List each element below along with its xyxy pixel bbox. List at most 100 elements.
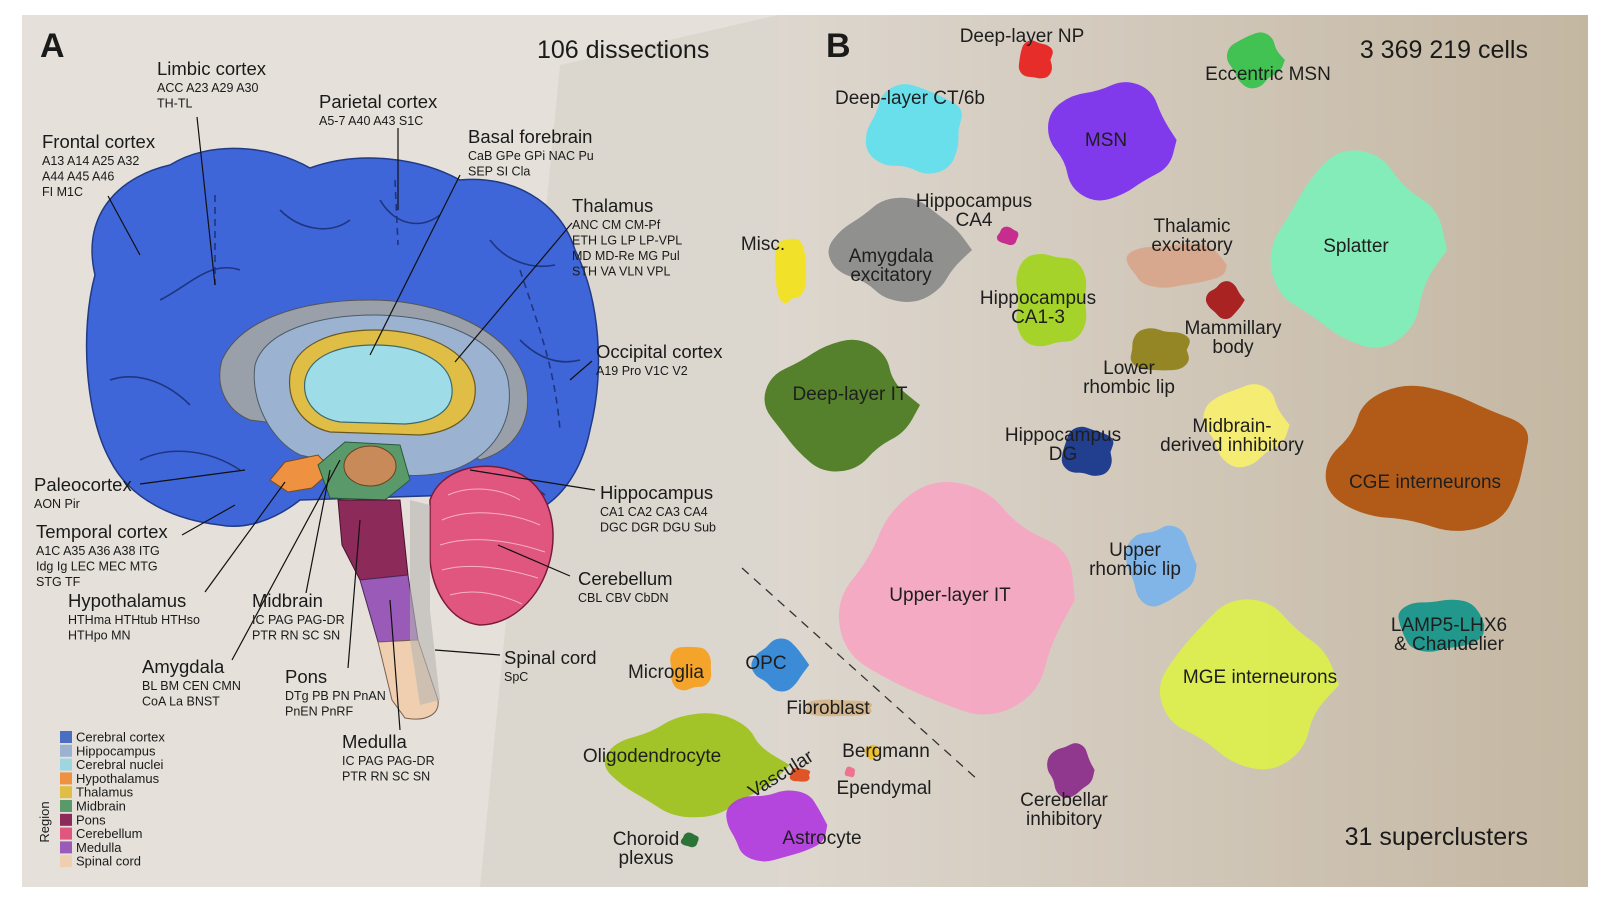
region-subdivisions: ACC A23 A29 A30: [157, 81, 259, 95]
cluster-label-msn: MSN: [1085, 130, 1127, 151]
region-subdivisions: A19 Pro V1C V2: [596, 364, 688, 378]
cluster-label-line: Thalamic: [1153, 216, 1230, 237]
region-name: Pons: [285, 666, 327, 687]
region-name: Amygdala: [142, 656, 225, 677]
region-label-paleocortex: Paleocortex AON Pir: [34, 474, 132, 511]
cluster-label-line: Hippocampus: [980, 288, 1096, 309]
region-name: Medulla: [342, 731, 407, 752]
cluster-blob-cerebellar-inhibitory: [1047, 743, 1095, 799]
cluster-label-line: LAMP5-LHX6: [1391, 615, 1507, 636]
cluster-label-line: Splatter: [1323, 236, 1389, 257]
cluster-label-line: rhombic lip: [1089, 559, 1181, 580]
cluster-blob-oligodendrocyte: [604, 713, 790, 818]
cluster-blob-bergmann: [864, 744, 880, 760]
cluster-label-eccentric-msn: Eccentric MSN: [1205, 64, 1331, 85]
region-label-frontal-cortex: Frontal cortex A13 A14 A25 A32 A44 A45 A46…: [42, 131, 156, 199]
legend-item-cerebral-nuclei: Cerebral nuclei: [60, 757, 164, 772]
cluster-blob-hippocampus-ca1-3: [1016, 254, 1087, 347]
region-subdivisions: HTHma HTHtub HTHso: [68, 613, 200, 627]
cluster-label-ependymal: Ependymal: [836, 778, 931, 799]
cluster-label-line: rhombic lip: [1083, 377, 1175, 398]
region-subdivisions: SEP SI Cla: [468, 165, 530, 179]
region-subdivisions: CoA La BNST: [142, 695, 220, 709]
cluster-label-line: inhibitory: [1026, 809, 1103, 830]
cluster-blob-deep-layer-it: [764, 339, 920, 472]
cluster-blob-deep-layer-ct-6b: [865, 84, 962, 174]
cluster-label-line: derived inhibitory: [1160, 435, 1304, 456]
legend-label: Cerebellum: [76, 826, 142, 841]
legend-label: Cerebral cortex: [76, 730, 165, 745]
cerebellum-folia: [439, 488, 546, 605]
legend-label: Midbrain: [76, 799, 126, 814]
region-subdivisions: TH-TL: [157, 97, 192, 111]
cluster-blob-hippocampus-ca4: [996, 226, 1019, 246]
cluster-blob-upper-rhombic-lip: [1125, 525, 1197, 607]
legend-swatch: [60, 772, 72, 785]
legend-swatch: [60, 758, 72, 771]
region-subdivisions: PTR RN SC SN: [342, 770, 430, 784]
region-subdivisions: HTHpo MN: [68, 629, 131, 643]
region-subdivisions: MD MD-Re MG Pul: [572, 249, 680, 263]
cluster-labels: Deep-layer NP Eccentric MSN Deep-layer CT/…: [583, 26, 1507, 869]
cluster-label-line: Lower: [1103, 358, 1155, 379]
cluster-label-line: Hippocampus: [916, 191, 1032, 212]
panel-b-label: B: [826, 27, 851, 65]
legend-swatch: [60, 813, 72, 826]
legend-item-cerebral-cortex: Cerebral cortex: [60, 730, 165, 745]
legend-swatch: [60, 855, 72, 868]
legend-item-midbrain: Midbrain: [60, 799, 126, 814]
cluster-label-deep-layer-np: Deep-layer NP: [960, 26, 1085, 47]
cluster-label-line: Misc.: [741, 234, 785, 255]
cluster-label-line: OPC: [745, 653, 786, 674]
cluster-blob-deep-layer-np: [1018, 40, 1053, 79]
cluster-label-line: excitatory: [1151, 235, 1233, 256]
cluster-blob-astrocyte: [726, 790, 828, 862]
cluster-label-deep-layer-ct-6b: Deep-layer CT/6b: [835, 88, 985, 109]
cluster-blob-mge-interneurons: [1159, 599, 1339, 770]
cluster-label-line: Deep-layer NP: [960, 26, 1085, 47]
legend-item-cerebellum: Cerebellum: [60, 826, 142, 841]
region-name: Parietal cortex: [319, 91, 438, 112]
legend-swatch: [60, 731, 72, 743]
cluster-blob-opc: [751, 638, 810, 692]
legend-swatch: [60, 800, 72, 812]
brainstem-bulb: [343, 445, 397, 487]
cluster-label-misc: Misc.: [741, 234, 785, 255]
region-subdivisions: Idg Ig LEC MEC MTG: [36, 560, 158, 574]
cluster-label-line: & Chandelier: [1394, 634, 1505, 655]
leader-lines: [107, 116, 596, 731]
cluster-label-deep-layer-it: Deep-layer IT: [792, 384, 907, 405]
region-name: Hippocampus: [600, 482, 713, 503]
cluster-label-line: Amygdala: [849, 246, 934, 267]
cluster-label-line: Upper-layer IT: [889, 585, 1011, 606]
region-label-hippocampus: Hippocampus CA1 CA2 CA3 CA4 DGC DGR DGU Su…: [600, 482, 716, 535]
cerebral-nuclei-region: [303, 344, 453, 425]
cluster-label-line: Fibroblast: [786, 698, 870, 719]
legend-item-pons: Pons: [60, 812, 106, 827]
nonneuronal-divider: [741, 567, 979, 781]
region-subdivisions: SpC: [504, 670, 528, 684]
cluster-label-astrocyte: Astrocyte: [782, 828, 861, 849]
cluster-label-line: plexus: [619, 848, 674, 869]
legend-title: Region: [37, 801, 52, 842]
supercluster-count: 31 superclusters: [1345, 823, 1528, 851]
legend-label: Medulla: [76, 840, 122, 855]
cluster-label-line: Microglia: [628, 662, 704, 683]
region-labels: Limbic cortex ACC A23 A29 A30 TH-TL Parieta…: [34, 58, 723, 784]
cluster-blob-lower-rhombic-lip: [1130, 328, 1190, 371]
legend-label: Cerebral nuclei: [76, 757, 164, 772]
cluster-label-mge-interneurons: MGE interneurons: [1183, 667, 1337, 688]
region-label-pons: Pons DTg PB PN PnAN PnEN PnRF: [285, 666, 386, 719]
cluster-label-line: Bergmann: [842, 741, 930, 762]
cluster-label-line: Deep-layer CT/6b: [835, 88, 985, 109]
cluster-label-line: excitatory: [850, 265, 932, 286]
cluster-blob-ependymal: [844, 766, 856, 778]
cluster-label-midbrain-derived-inhibitory: Midbrain-derived inhibitory: [1160, 416, 1304, 456]
cluster-blob-thalamic-excitatory: [1126, 243, 1227, 288]
cluster-label-line: Upper: [1109, 540, 1161, 561]
cluster-label-lamp5-lhx6-chandelier: LAMP5-LHX6& Chandelier: [1391, 615, 1507, 655]
